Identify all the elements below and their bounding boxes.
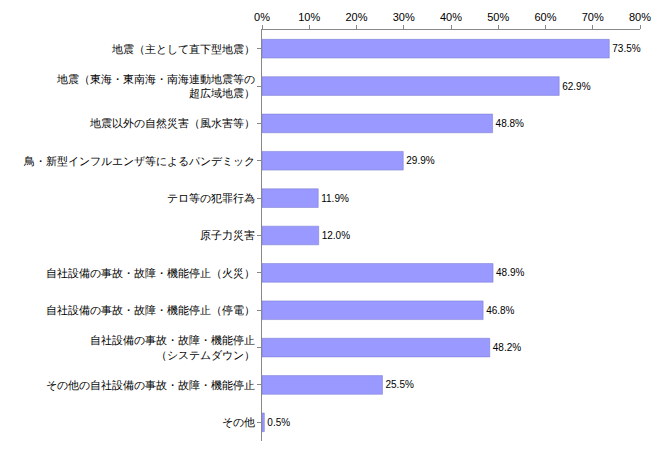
svg-text:地震（主として直下型地震）: 地震（主として直下型地震） <box>111 43 255 55</box>
svg-text:その他: その他 <box>222 416 255 428</box>
svg-text:自社設備の事故・故障・機能停止（火災）: 自社設備の事故・故障・機能停止（火災） <box>46 267 255 279</box>
svg-text:10%: 10% <box>298 11 320 23</box>
svg-text:0.5%: 0.5% <box>267 417 290 428</box>
svg-text:48.9%: 48.9% <box>496 267 524 278</box>
svg-text:50%: 50% <box>487 11 509 23</box>
svg-text:鳥・新型インフルエンザ等によるパンデミック: 鳥・新型インフルエンザ等によるパンデミック <box>23 155 255 167</box>
svg-text:0%: 0% <box>254 11 270 23</box>
svg-text:30%: 30% <box>393 11 415 23</box>
svg-text:48.2%: 48.2% <box>493 342 521 353</box>
svg-text:73.5%: 73.5% <box>612 43 640 54</box>
svg-text:自社設備の事故・故障・機能停止（システムダウン）: 自社設備の事故・故障・機能停止（システムダウン） <box>90 334 255 360</box>
svg-text:地震（東海・東南海・南海連動地震等の超広域地震）: 地震（東海・東南海・南海連動地震等の超広域地震） <box>56 73 255 99</box>
svg-text:自社設備の事故・故障・機能停止（停電）: 自社設備の事故・故障・機能停止（停電） <box>46 304 255 316</box>
svg-text:29.9%: 29.9% <box>406 155 434 166</box>
svg-text:60%: 60% <box>534 11 556 23</box>
svg-text:テロ等の犯罪行為: テロ等の犯罪行為 <box>167 192 255 204</box>
svg-text:80%: 80% <box>629 11 651 23</box>
svg-text:70%: 70% <box>582 11 604 23</box>
svg-text:その他の自社設備の事故・故障・機能停止: その他の自社設備の事故・故障・機能停止 <box>46 379 255 391</box>
svg-text:12.0%: 12.0% <box>322 230 350 241</box>
svg-text:46.8%: 46.8% <box>486 305 514 316</box>
svg-text:25.5%: 25.5% <box>385 379 413 390</box>
svg-text:40%: 40% <box>440 11 462 23</box>
svg-text:原子力災害: 原子力災害 <box>200 229 255 241</box>
svg-text:11.9%: 11.9% <box>321 193 349 204</box>
svg-text:20%: 20% <box>345 11 367 23</box>
svg-text:62.9%: 62.9% <box>562 81 590 92</box>
svg-text:地震以外の自然災害（風水害等）: 地震以外の自然災害（風水害等） <box>89 117 255 129</box>
svg-text:48.8%: 48.8% <box>496 118 524 129</box>
